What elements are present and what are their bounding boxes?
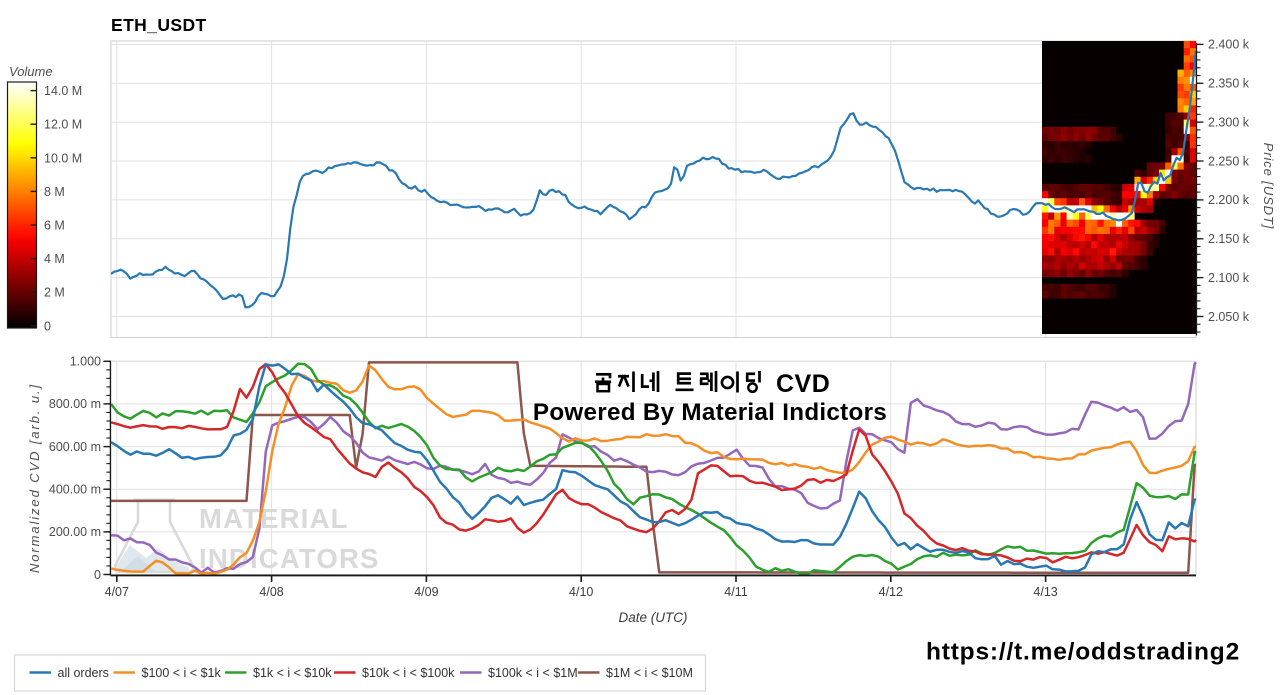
svg-text:4/07: 4/07	[105, 585, 129, 599]
svg-text:6 M: 6 M	[44, 219, 65, 233]
svg-text:CVD: CVD	[776, 370, 830, 398]
svg-text:2.300 k: 2.300 k	[1208, 115, 1250, 129]
svg-text:4/09: 4/09	[414, 585, 438, 599]
svg-text:2.050 k: 2.050 k	[1208, 310, 1250, 324]
svg-text:Powered By Material Indictors: Powered By Material Indictors	[533, 399, 887, 426]
svg-text:400.00 m: 400.00 m	[49, 483, 101, 497]
svg-text:Date (UTC): Date (UTC)	[618, 610, 687, 625]
svg-text:10.0 M: 10.0 M	[44, 151, 82, 165]
svg-text:2.400 k: 2.400 k	[1208, 38, 1250, 52]
svg-text:Normalized CVD [arb. u.]: Normalized CVD [arb. u.]	[27, 383, 42, 573]
svg-text:4/08: 4/08	[259, 585, 283, 599]
svg-text:800.00 m: 800.00 m	[49, 397, 101, 411]
svg-text:4/13: 4/13	[1033, 585, 1057, 599]
svg-text:Volume: Volume	[9, 64, 53, 79]
svg-text:$100 < i < $1k: $100 < i < $1k	[142, 666, 222, 680]
svg-text:0: 0	[44, 319, 51, 333]
svg-text:4/11: 4/11	[724, 585, 747, 599]
svg-text:all orders: all orders	[58, 666, 109, 680]
svg-text:MATERIAL: MATERIAL	[199, 503, 349, 534]
svg-text:1.000: 1.000	[70, 355, 101, 369]
svg-text:600.00 m: 600.00 m	[49, 440, 101, 454]
svg-text:$1M < i < $10M: $1M < i < $10M	[606, 666, 693, 680]
svg-text:14.0 M: 14.0 M	[44, 84, 82, 98]
svg-text:200.00 m: 200.00 m	[49, 525, 101, 539]
svg-text:https://t.me/oddstrading2: https://t.me/oddstrading2	[926, 639, 1240, 666]
svg-text:0: 0	[94, 568, 101, 582]
svg-text:$1k < i < $10k: $1k < i < $10k	[253, 666, 332, 680]
svg-text:ETH_USDT: ETH_USDT	[111, 15, 207, 35]
svg-text:$100k < i < $1M: $100k < i < $1M	[488, 666, 578, 680]
svg-text:2.200 k: 2.200 k	[1208, 193, 1250, 207]
svg-text:2.100 k: 2.100 k	[1208, 271, 1250, 285]
svg-text:4/10: 4/10	[569, 585, 593, 599]
svg-text:8 M: 8 M	[44, 185, 65, 199]
svg-text:Price [USDT]: Price [USDT]	[1261, 143, 1276, 230]
svg-text:2.250 k: 2.250 k	[1208, 154, 1250, 168]
svg-text:2.350 k: 2.350 k	[1208, 77, 1250, 91]
svg-text:$10k < i < $100k: $10k < i < $100k	[362, 666, 455, 680]
svg-text:4 M: 4 M	[44, 252, 65, 266]
svg-text:4/12: 4/12	[879, 585, 903, 599]
svg-text:2.150 k: 2.150 k	[1208, 232, 1250, 246]
svg-text:2 M: 2 M	[44, 286, 65, 300]
svg-text:12.0 M: 12.0 M	[44, 118, 82, 132]
